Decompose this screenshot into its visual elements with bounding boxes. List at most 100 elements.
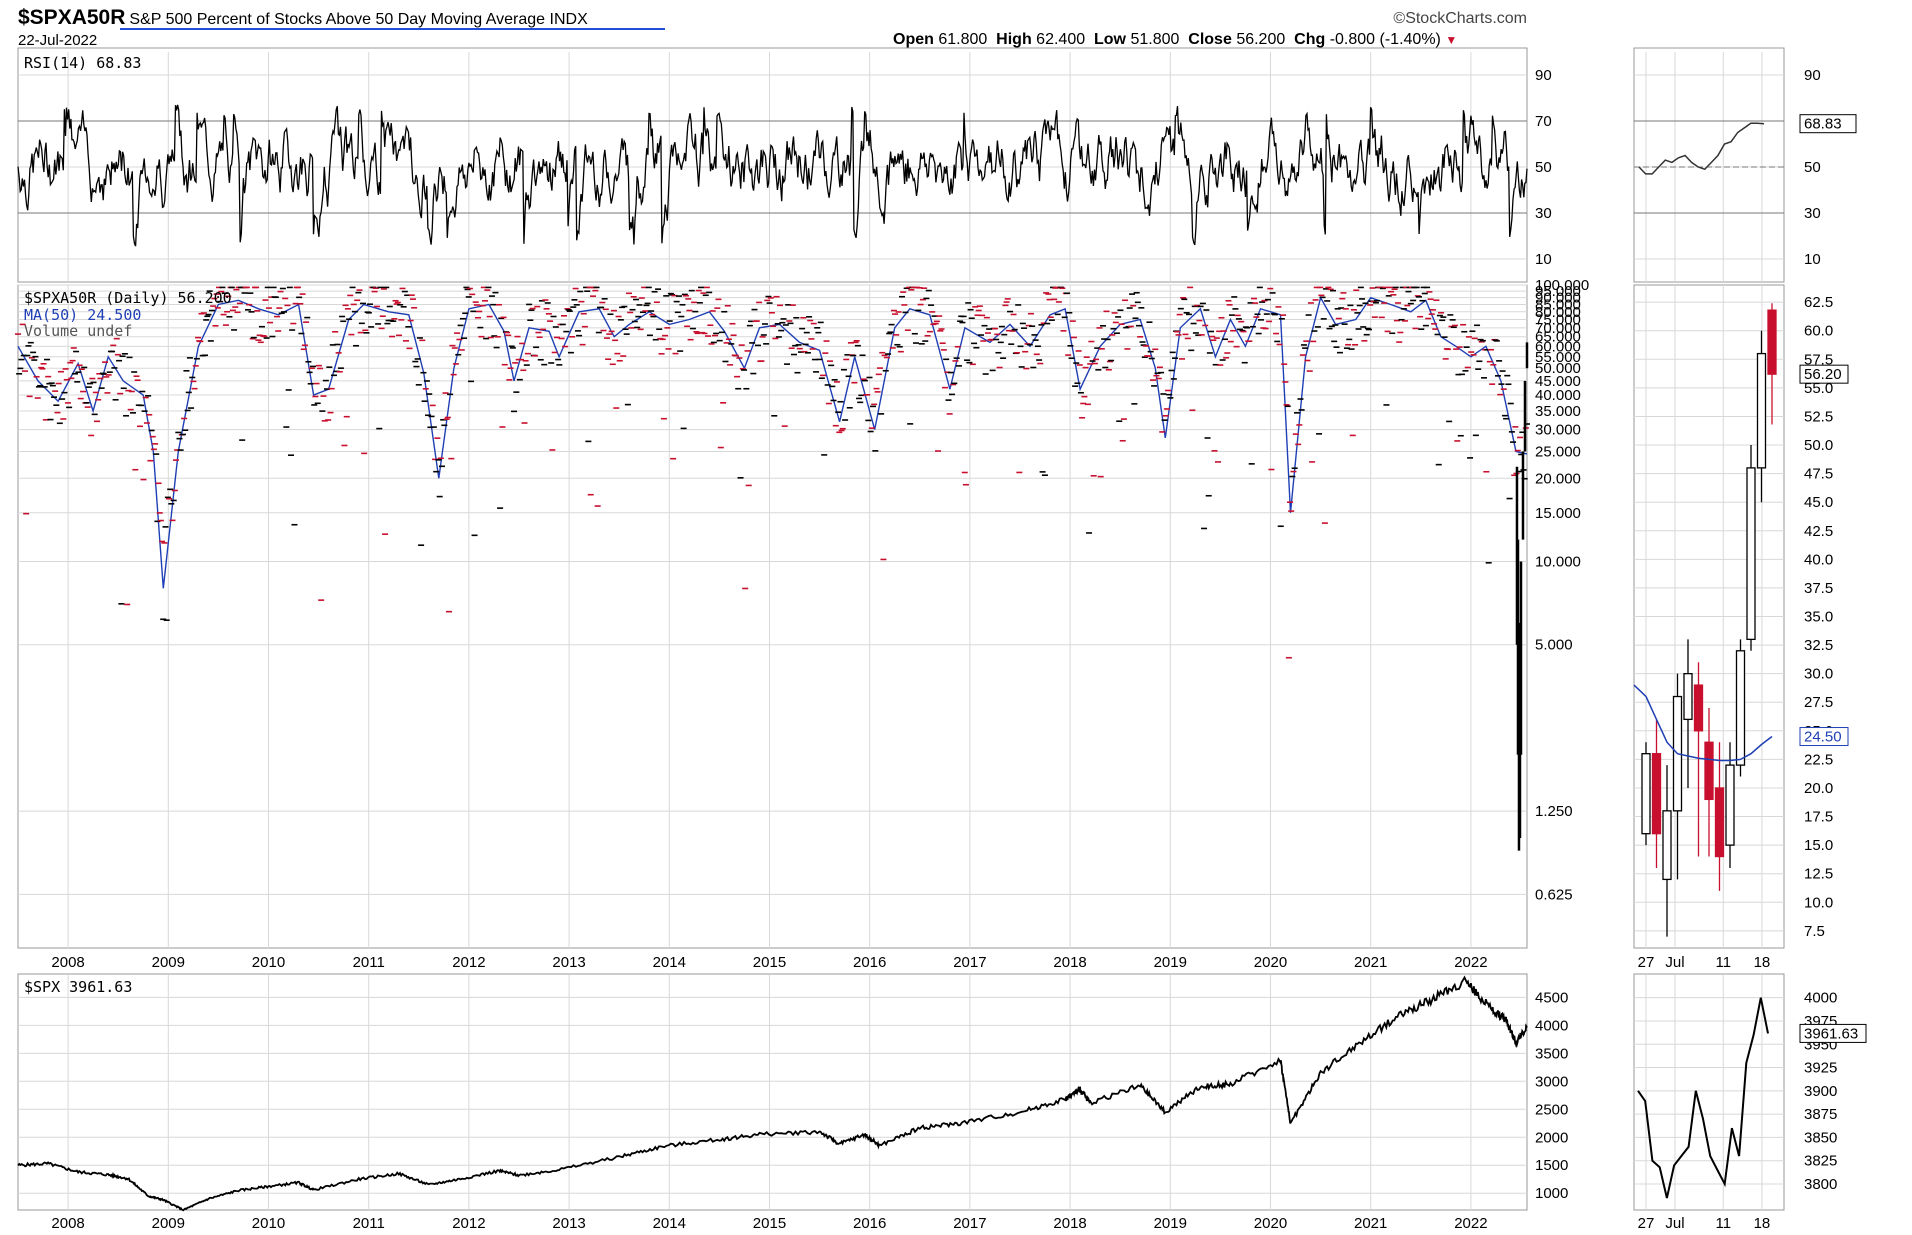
rsi-zoom-panel [1633,47,1785,283]
x-tick-label: 2019 [1154,954,1187,971]
spxa50r-y-tick: 20.000 [1535,470,1581,487]
spx-zoom-y-tick: 4000 [1804,990,1837,1007]
spx-y-tick: 1000 [1535,1185,1568,1202]
spx-zoom-y-tick: 3850 [1804,1129,1837,1146]
rsi-y-tick: 70 [1535,113,1552,130]
spx-zoom-y-tick: 3800 [1804,1176,1837,1193]
zoom-x-tick-label: 11 [1715,1215,1731,1232]
x-tick-label: 2013 [552,954,585,971]
spxa50r-y-tick: 85.000 [1535,297,1581,314]
spxa50r-y-tick: 100.000 [1535,277,1589,294]
zoom-candle-body [1767,309,1777,375]
zoom-y-tick: 20.0 [1804,780,1833,797]
zoom-x-tick-label: 27 [1638,954,1655,971]
x-tick-label: 2012 [452,954,485,971]
zoom-candle-body [1662,810,1672,881]
zoom-y-tick: 40.0 [1804,551,1833,568]
rsi-zoom-y-tick: 90 [1804,67,1821,84]
x-tick-label: 2011 [353,954,385,971]
spxa50r-y-tick: 65.000 [1535,329,1581,346]
x-tick-label: 2014 [653,954,686,971]
zoom-y-tick: 62.5 [1804,294,1833,311]
rsi-zoom-line [1638,122,1765,175]
x-tick-label: 2022 [1454,954,1487,971]
spx-y-tick: 2000 [1535,1129,1568,1146]
zoom-y-tick: 30.0 [1804,666,1833,683]
spxa50r-legend: $SPXA50R (Daily) 56.200 [24,289,232,307]
zoom-y-tick: 60.0 [1804,323,1833,340]
zoom-y-tick: 22.5 [1804,751,1833,768]
spx-panel [17,973,1528,1211]
spx-y-tick: 4000 [1535,1017,1568,1034]
rsi-y-tick: 10 [1535,251,1552,268]
spxa50r-y-tick: 90.000 [1535,290,1581,307]
x-tick-label: 2015 [753,954,786,971]
zoom-y-tick: 15.0 [1804,837,1833,854]
spx-y-tick: 4500 [1535,989,1568,1006]
spxa50r-y-tick: 1.250 [1535,803,1573,820]
zoom-y-tick: 45.0 [1804,494,1833,511]
zoom-candle-body [1704,741,1714,801]
zoom-y-tick: 47.5 [1804,466,1833,483]
spxa50r-panel [17,284,1528,949]
rsi-panel [17,47,1528,283]
x-tick-label: 2017 [953,954,986,971]
spxa50r-y-tick: 0.625 [1535,886,1573,903]
x-tick-label: 2009 [152,954,185,971]
spxa50r-y-tick: 5.000 [1535,637,1573,654]
description-underline [120,28,665,30]
zoom-candle-body [1641,753,1651,835]
zoom-x-tick-label: Jul [1665,954,1684,971]
zoom-y-tick: 52.5 [1804,408,1833,425]
spx-last-value-box [1799,1023,1867,1043]
spx-last-value: 3961.63 [1804,1025,1858,1042]
zoom-y-tick: 12.5 [1804,866,1833,883]
ma50-legend: MA(50) 24.500 [24,306,141,324]
rsi-zoom-y-tick: 30 [1804,205,1821,222]
rsi-zoom-y-tick: 50 [1804,159,1821,176]
x-tick-label: 2021 [1354,1215,1387,1232]
x-tick-label: 2018 [1053,1215,1086,1232]
rsi-last-value: 68.83 [1804,116,1842,133]
spx-zoom-y-tick: 3825 [1804,1153,1837,1170]
zoom-y-tick: 50.0 [1804,437,1833,454]
zoom-y-tick: 35.0 [1804,609,1833,626]
rsi-legend: RSI(14) 68.83 [24,54,141,72]
spx-y-tick: 3000 [1535,1073,1568,1090]
last-value: 56.20 [1804,366,1842,383]
spxa50r-y-tick: 35.000 [1535,403,1581,420]
x-tick-label: 2017 [953,1215,986,1232]
rsi-zoom-y-tick: 10 [1804,251,1821,268]
x-tick-label: 2009 [152,1215,185,1232]
zoom-y-tick: 57.5 [1804,351,1833,368]
spx-zoom-line [1637,997,1769,1199]
zoom-candle-body [1735,650,1746,766]
rsi-y-tick: 30 [1535,205,1552,222]
chart-symbol: $SPXA50R S&P 500 Percent of Stocks Above … [18,6,588,29]
zoom-y-tick: 10.0 [1804,894,1833,911]
spx-y-tick: 1500 [1535,1157,1568,1174]
spxa50r-y-tick: 40.000 [1535,387,1581,404]
x-tick-label: 2011 [353,1215,385,1232]
spx-y-tick: 3500 [1535,1045,1568,1062]
spx-zoom-y-tick: 3900 [1804,1083,1837,1100]
zoom-y-tick: 55.0 [1804,380,1833,397]
spxa50r-y-tick: 80.000 [1535,304,1581,321]
zoom-y-tick: 42.5 [1804,523,1833,540]
x-tick-label: 2020 [1254,954,1287,971]
zoom-candle-body [1756,352,1767,469]
spxa50r-y-tick: 75.000 [1535,312,1581,329]
spxa50r-y-tick: 45.000 [1535,373,1581,390]
chart-date: 22-Jul-2022 [18,32,98,49]
brand: ©StockCharts.com [1393,10,1527,27]
spxa50r-y-tick: 25.000 [1535,443,1581,460]
x-tick-label: 2020 [1254,1215,1287,1232]
ma-value: 24.50 [1804,729,1842,746]
x-tick-label: 2016 [853,954,886,971]
zoom-candle-body [1746,467,1756,641]
x-tick-label: 2010 [252,954,285,971]
zoom-candle-body [1725,764,1735,846]
copyright-icon: © [1393,10,1406,27]
spx-line [17,975,1528,1212]
